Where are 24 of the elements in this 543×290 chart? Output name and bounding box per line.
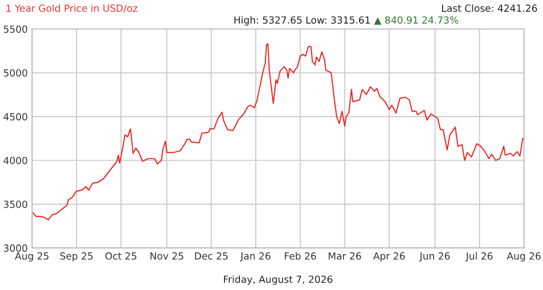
- x-tick-label: Nov 25: [150, 252, 184, 260]
- x-tick-label: Oct 25: [105, 252, 136, 260]
- x-tick-label: Apr 26: [373, 252, 405, 262]
- x-tick-label: Sep 25: [60, 252, 93, 262]
- x-tick-label: Aug 26: [506, 252, 541, 262]
- x-tick-label: Jun 26: [419, 252, 450, 262]
- x-tick-label: Dec 25: [195, 252, 228, 260]
- text: Last Close: 4241.26: [442, 4, 537, 12]
- x-axis-title: Friday, August 7, 2026: [224, 275, 332, 285]
- y-tick-label: 3500: [4, 200, 28, 208]
- chart-title: 1 Year Gold Price in USD/oz: [6, 4, 138, 13]
- chart-subtitle: High: 5327.65 Low: 3315.61: [234, 16, 370, 26]
- x-tick-label: Jan 26: [240, 252, 270, 262]
- x-tick-label: Aug 25: [14, 252, 48, 262]
- y-tick-label: 5500: [4, 25, 28, 33]
- y-tick-label: 4500: [4, 113, 28, 120]
- y-tick-label: 3000: [4, 244, 28, 252]
- line-series: [32, 43, 524, 220]
- x-tick-label: Mar 26: [328, 252, 362, 260]
- y-tick-label: 4000: [4, 156, 28, 164]
- x-tick-label: Feb 26: [284, 252, 316, 260]
- text: ▲ 840.91 24.73%: [374, 16, 458, 25]
- y-tick-label: 5000: [4, 69, 28, 77]
- x-tick-label: Jul 26: [465, 252, 492, 262]
